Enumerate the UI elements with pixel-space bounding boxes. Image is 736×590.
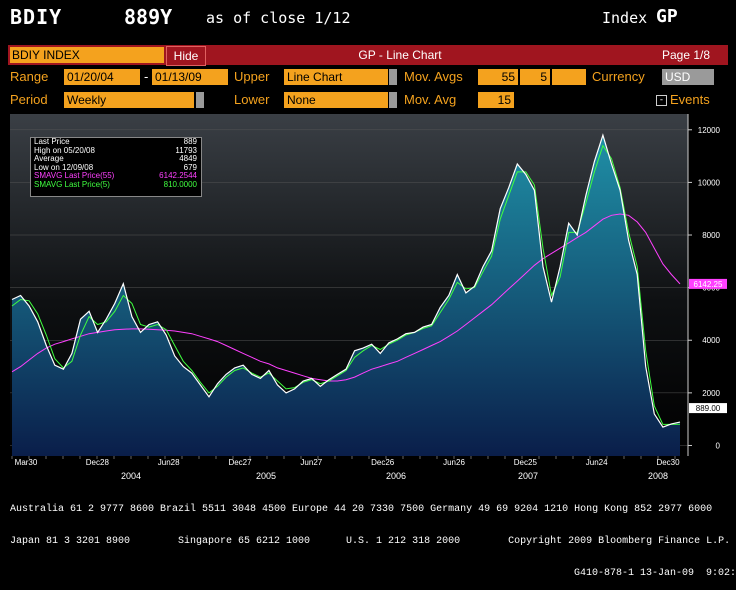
y-tick-label: 12000 bbox=[698, 126, 721, 135]
x-tick-label: Dec28 bbox=[86, 458, 110, 467]
legend-value: 889 bbox=[183, 137, 197, 146]
period-label: Period bbox=[10, 92, 48, 107]
legend-value: 810.0000 bbox=[163, 179, 197, 189]
x-tick-label: Dec30 bbox=[656, 458, 680, 467]
footer-line-1: Australia 61 2 9777 8600 Brazil 5511 304… bbox=[10, 504, 713, 516]
x-tick-label: Jun28 bbox=[158, 458, 180, 467]
mov-avg-label: Mov. Avg bbox=[404, 92, 457, 107]
sma5-line bbox=[11, 144, 681, 425]
end-date-field[interactable]: 01/13/09 bbox=[152, 69, 228, 85]
x-tick-label: Dec27 bbox=[228, 458, 252, 467]
security-input[interactable]: BDIY INDEX bbox=[10, 47, 164, 63]
legend-value: 679 bbox=[183, 162, 197, 172]
sma55-tag: 6142.25 bbox=[694, 280, 723, 289]
x-tick-label: Dec26 bbox=[371, 458, 395, 467]
x-year-label: 2006 bbox=[386, 471, 407, 481]
x-year-label: 2008 bbox=[648, 471, 669, 481]
x-year-label: 2005 bbox=[256, 471, 277, 481]
y-tick-label: 2000 bbox=[702, 389, 720, 398]
legend-label: Low on 12/09/08 bbox=[34, 162, 94, 172]
price-chart: 120001000080006000400020000 Mar30Dec28Ju… bbox=[8, 112, 728, 467]
y-tick-label: 0 bbox=[716, 441, 721, 450]
price-area bbox=[12, 135, 680, 456]
legend-row: Average 4849 bbox=[31, 155, 201, 164]
legend-label: SMAVG Last Price(55) bbox=[34, 171, 115, 181]
value-tags: 6142.25 889.00 bbox=[689, 278, 727, 414]
lower-chart-field[interactable]: None bbox=[284, 92, 388, 108]
x-tick-label: Jun26 bbox=[443, 458, 465, 467]
legend-value: 6142.2544 bbox=[159, 171, 197, 181]
x-year-label: 2007 bbox=[518, 471, 539, 481]
x-axis-band bbox=[10, 456, 688, 467]
upper-dropdown-scroll[interactable] bbox=[389, 69, 397, 85]
sma55-tag-bg bbox=[689, 278, 727, 289]
footer-contacts: Australia 61 2 9777 8600 Brazil 5511 304… bbox=[10, 484, 736, 590]
legend-row: Last Price 889 bbox=[31, 137, 201, 147]
events-label[interactable]: Events bbox=[670, 92, 710, 107]
mov-avgs-label: Mov. Avgs bbox=[404, 69, 463, 84]
last-price: 889Y bbox=[124, 5, 173, 29]
price-area-fill bbox=[12, 135, 680, 456]
period-dropdown-scroll[interactable] bbox=[196, 92, 204, 108]
legend-value: 4849 bbox=[179, 154, 197, 164]
ticker-symbol: BDIY bbox=[10, 5, 63, 29]
legend-row: SMAVG Last Price(5) 810.0000 bbox=[31, 179, 201, 190]
lower-mov-avg-field[interactable]: 15 bbox=[478, 92, 514, 108]
start-date-field[interactable]: 01/20/04 bbox=[64, 69, 140, 85]
x-tick-label: Mar30 bbox=[15, 458, 38, 467]
lower-label: Lower bbox=[234, 92, 270, 107]
upper-label: Upper bbox=[234, 69, 270, 84]
hide-button[interactable]: Hide bbox=[166, 46, 206, 66]
upper-chart-type-field[interactable]: Line Chart bbox=[284, 69, 388, 85]
y-tick-label: 8000 bbox=[702, 231, 720, 240]
legend-label: SMAVG Last Price(5) bbox=[34, 179, 110, 189]
x-year-label: 2004 bbox=[121, 471, 142, 481]
last-price-tag-bg bbox=[689, 403, 727, 414]
y-tick-label: 4000 bbox=[702, 336, 720, 345]
chart-legend: Last Price 889 High on 05/20/08 11793 Averag… bbox=[30, 137, 202, 197]
function-code: GP bbox=[656, 6, 678, 27]
legend-row: Low on 12/09/08 679 bbox=[31, 162, 201, 173]
series-lines bbox=[11, 133, 681, 428]
legend-row: High on 05/20/08 11793 bbox=[31, 145, 201, 156]
function-title: GP - Line Chart bbox=[358, 48, 442, 62]
chart-svg: 120001000080006000400020000 Mar30Dec28Ju… bbox=[10, 114, 727, 467]
legend-label: Last Price bbox=[34, 137, 70, 146]
title-header: BDIY 889Y as of close 1/12 Index GP bbox=[0, 0, 736, 38]
x-axis: Mar30 Dec28 Jun28 Dec27 Jun27 Dec26 Jun26 Dec25… bbox=[10, 456, 688, 467]
lower-dropdown-scroll[interactable] bbox=[389, 92, 397, 108]
last-price-line bbox=[11, 133, 681, 428]
as-of-date: as of close 1/12 bbox=[206, 9, 351, 27]
x-tick-label: Jun24 bbox=[586, 458, 608, 467]
footer-line-2: Japan 81 3 3201 8900 Singapore 65 6212 1… bbox=[10, 535, 731, 547]
mov-avg-3-field[interactable] bbox=[552, 69, 586, 85]
legend-row: SMAVG Last Price(55) 6142.2544 bbox=[31, 172, 201, 181]
legend-value: 11793 bbox=[175, 145, 197, 155]
page-indicator: Page 1/8 bbox=[662, 48, 711, 62]
last-price-tag: 889.00 bbox=[696, 404, 721, 413]
currency-label: Currency bbox=[592, 69, 645, 84]
legend-label: Average bbox=[34, 154, 64, 164]
currency-field[interactable]: USD bbox=[662, 69, 714, 85]
mov-avg-2-field[interactable]: 5 bbox=[520, 69, 550, 85]
index-label: Index bbox=[602, 9, 648, 27]
y-tick-label: 10000 bbox=[698, 178, 721, 187]
x-tick-label: Dec25 bbox=[514, 458, 538, 467]
footer-line-3: G410-878-1 13-Jan-09 9:02:17 bbox=[574, 567, 736, 579]
range-label: Range bbox=[10, 69, 49, 84]
sma55-line bbox=[11, 213, 681, 382]
mov-avg-1-field[interactable]: 55 bbox=[478, 69, 518, 85]
events-checkbox[interactable]: - bbox=[656, 95, 667, 106]
period-field[interactable]: Weekly bbox=[64, 92, 194, 108]
legend-label: High on 05/20/08 bbox=[34, 145, 95, 155]
range-dash: - bbox=[144, 69, 149, 84]
x-tick-label: Jun27 bbox=[300, 458, 322, 467]
